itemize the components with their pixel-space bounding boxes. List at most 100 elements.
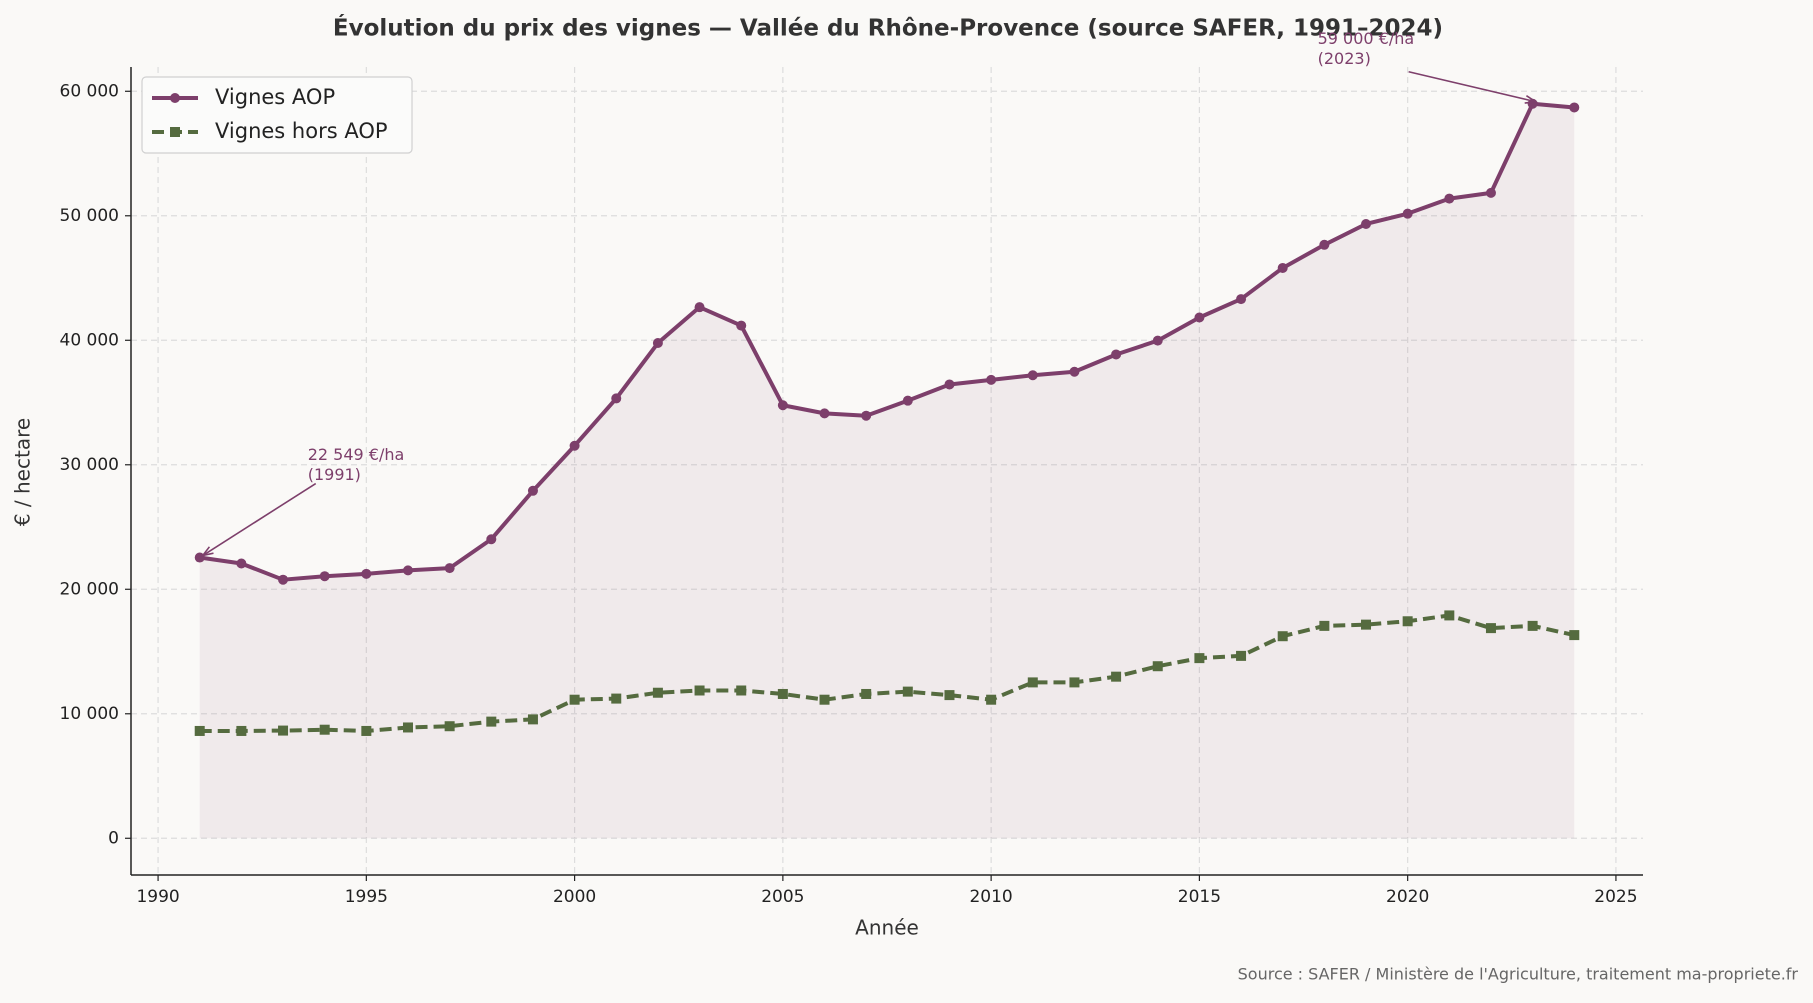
annotation-text: 22 549 €/ha bbox=[308, 445, 405, 464]
legend-label: Vignes AOP bbox=[215, 85, 335, 109]
marker bbox=[1361, 619, 1372, 630]
marker bbox=[319, 724, 330, 735]
marker bbox=[486, 716, 497, 727]
marker bbox=[1444, 193, 1455, 204]
marker bbox=[527, 714, 538, 725]
marker bbox=[569, 440, 580, 451]
marker bbox=[569, 694, 580, 705]
marker bbox=[1319, 239, 1330, 250]
x-tick-label: 2020 bbox=[1386, 887, 1429, 907]
x-tick-label: 2000 bbox=[553, 887, 596, 907]
marker bbox=[1069, 366, 1080, 377]
marker bbox=[402, 565, 413, 576]
y-tick-label: 30 000 bbox=[60, 455, 119, 475]
marker bbox=[652, 338, 663, 349]
marker bbox=[444, 563, 455, 574]
y-tick-label: 0 bbox=[108, 828, 119, 848]
marker bbox=[944, 690, 955, 701]
marker bbox=[236, 558, 247, 569]
marker bbox=[1194, 312, 1205, 323]
y-tick-label: 40 000 bbox=[60, 330, 119, 350]
marker bbox=[1111, 349, 1122, 360]
marker bbox=[402, 722, 413, 733]
marker bbox=[1402, 616, 1413, 627]
marker bbox=[736, 320, 747, 331]
marker bbox=[694, 302, 705, 313]
marker bbox=[236, 725, 247, 736]
y-tick-label: 50 000 bbox=[60, 206, 119, 226]
marker bbox=[1236, 294, 1247, 305]
marker bbox=[1361, 218, 1372, 229]
marker bbox=[527, 485, 538, 496]
marker bbox=[611, 693, 622, 704]
marker bbox=[194, 725, 205, 736]
marker bbox=[1485, 187, 1496, 198]
annotation-text: (1991) bbox=[308, 465, 361, 484]
marker bbox=[986, 374, 997, 385]
legend-marker bbox=[170, 127, 180, 137]
marker bbox=[319, 571, 330, 582]
x-tick-label: 2005 bbox=[761, 887, 804, 907]
marker bbox=[736, 685, 747, 696]
marker bbox=[1277, 262, 1288, 273]
marker bbox=[1277, 631, 1288, 642]
series-line bbox=[199, 613, 1575, 733]
x-tick-label: 2010 bbox=[969, 887, 1012, 907]
legend-label: Vignes hors AOP bbox=[215, 119, 388, 143]
x-tick-label: 1990 bbox=[136, 887, 179, 907]
marker bbox=[819, 408, 830, 419]
marker bbox=[1527, 620, 1538, 631]
marker bbox=[611, 393, 622, 404]
marker bbox=[652, 687, 663, 698]
chart-title: Évolution du prix des vignes — Vallée du… bbox=[333, 14, 1443, 42]
marker bbox=[361, 568, 372, 579]
y-tick-label: 10 000 bbox=[60, 704, 119, 724]
x-axis-label: Année bbox=[855, 916, 919, 940]
x-tick-label: 2015 bbox=[1178, 887, 1221, 907]
marker bbox=[1444, 610, 1455, 621]
marker bbox=[861, 688, 872, 699]
legend: Vignes AOP Vignes hors AOP bbox=[141, 76, 413, 154]
marker bbox=[1152, 661, 1163, 672]
area bbox=[199, 103, 1575, 839]
marker bbox=[1236, 650, 1247, 661]
marker bbox=[278, 725, 289, 736]
annotation-arrow bbox=[202, 482, 317, 557]
y-tick-label: 60 000 bbox=[60, 81, 119, 101]
marker bbox=[694, 685, 705, 696]
annotation-text: (2023) bbox=[1318, 49, 1371, 68]
marker bbox=[1402, 208, 1413, 219]
marker bbox=[861, 410, 872, 421]
marker bbox=[902, 395, 913, 406]
marker bbox=[486, 534, 497, 545]
legend-box bbox=[141, 76, 413, 154]
marker bbox=[278, 574, 289, 585]
marker bbox=[1027, 370, 1038, 381]
x-tick-label: 2025 bbox=[1594, 887, 1637, 907]
marker bbox=[1319, 620, 1330, 631]
marker bbox=[1152, 335, 1163, 346]
marker bbox=[819, 694, 830, 705]
marker bbox=[902, 686, 913, 697]
marker bbox=[777, 400, 788, 411]
marker bbox=[1569, 630, 1580, 641]
marker bbox=[1069, 677, 1080, 688]
marker bbox=[1027, 677, 1038, 688]
annotation-arrowhead bbox=[1524, 95, 1538, 104]
marker bbox=[986, 694, 997, 705]
annotation-text: 59 000 €/ha bbox=[1318, 29, 1415, 48]
marker bbox=[1111, 671, 1122, 682]
y-tick-label: 20 000 bbox=[60, 579, 119, 599]
legend-marker bbox=[170, 93, 180, 103]
annotation-arrow bbox=[1408, 70, 1536, 103]
marker bbox=[361, 725, 372, 736]
marker bbox=[1485, 623, 1496, 634]
marker bbox=[777, 688, 788, 699]
marker bbox=[1194, 653, 1205, 664]
x-tick-label: 1995 bbox=[345, 887, 388, 907]
y-axis-label: € / hectare bbox=[11, 418, 35, 526]
marker bbox=[1569, 102, 1580, 113]
source-note: Source : SAFER / Ministère de l'Agricult… bbox=[1238, 965, 1799, 984]
